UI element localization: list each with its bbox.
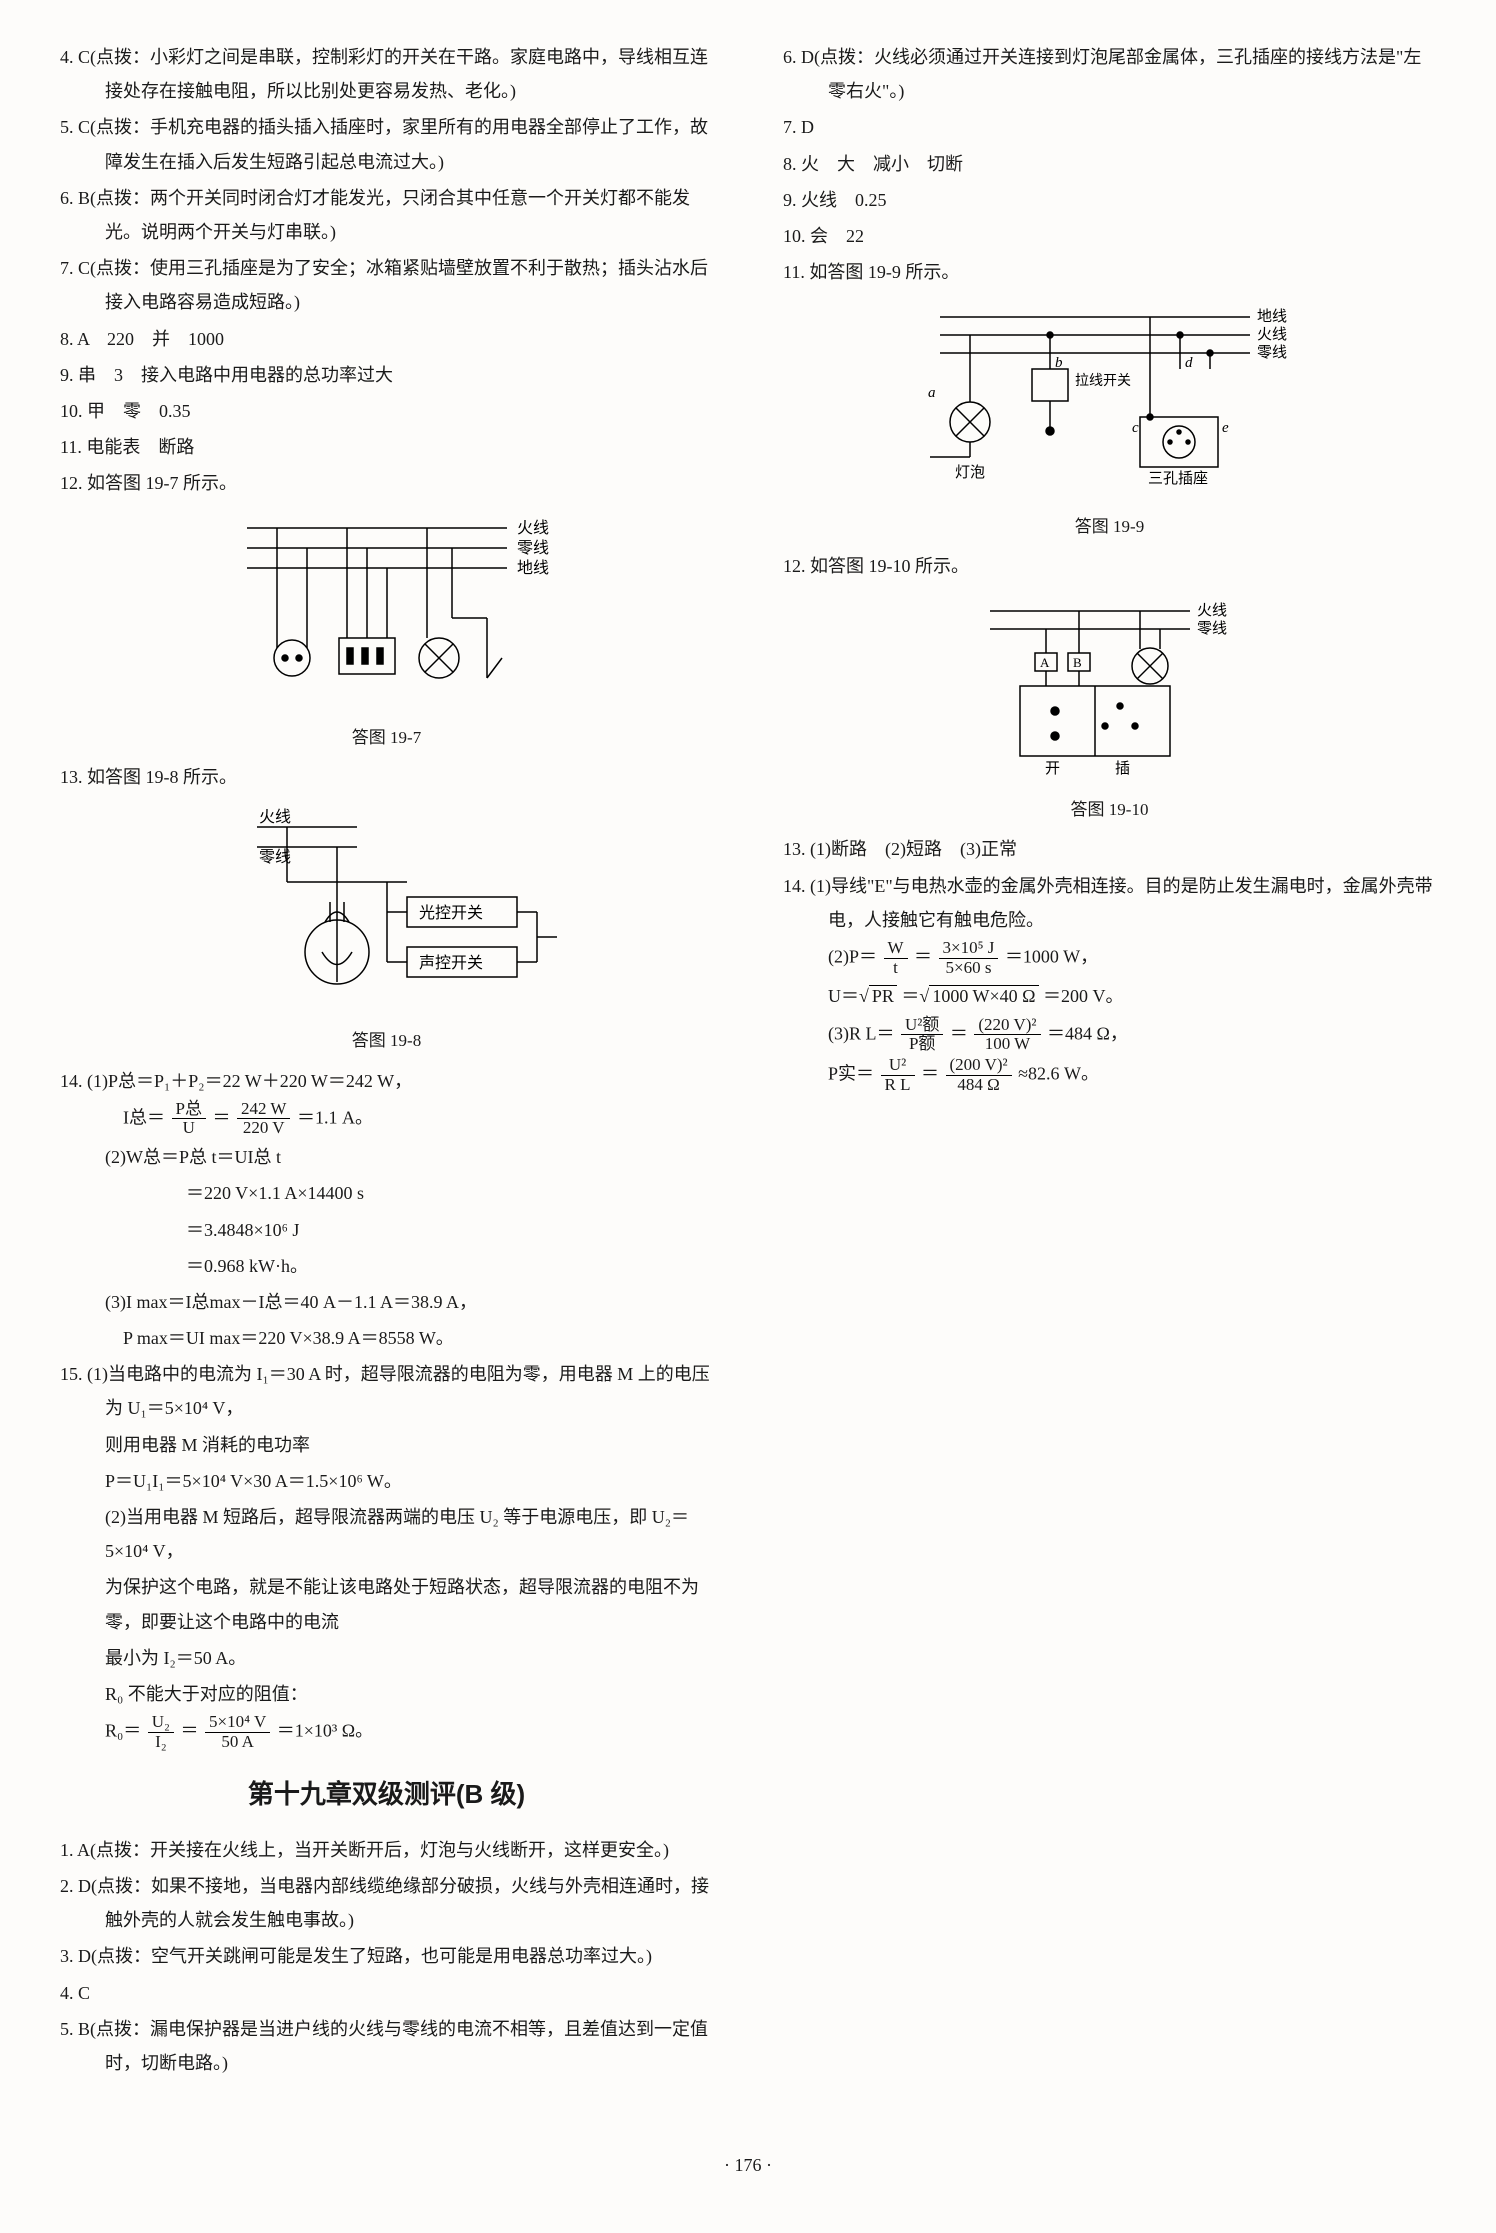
label-live: 火线 [517,519,549,537]
answer-15-r-line2: R₀ 不能大于对应的阻值： [60,1677,713,1711]
label-live: 火线 [1197,602,1227,619]
answer-13: 13. 如答图 19-8 所示。 [60,760,713,794]
label-sound-switch: 声控开关 [419,954,483,972]
answer-14-3-line2: P max＝UI max＝220 V×38.9 A＝8558 W。 [60,1321,713,1355]
answer-14-2-line2: ＝220 V×1.1 A×14400 s [60,1176,713,1210]
figure-19-9: 地线 火线 零线 灯泡 拉线开关 三孔插座 a b c d e 答图 19-9 [783,297,1436,542]
answer-14-1-line2: I总＝ P总U ＝ 242 W220 V ＝1.1 A。 [60,1100,713,1138]
answer-9: 9. 串 3 接入电路中用电器的总功率过大 [60,358,713,392]
label-live: 火线 [1257,326,1287,343]
label-live: 火线 [259,808,291,826]
b-answer-14-1: 14. (1)导线"E"与电热水壶的金属外壳相连接。目的是防止发生漏电时，金属外… [783,869,1436,937]
answer-14-2-line1: (2)W总＝P总 t＝UI总 t [60,1140,713,1174]
label-pull-switch: 拉线开关 [1075,373,1131,389]
figure-19-7: 火线 零线 地线 答图 19-7 [60,508,713,753]
figure-19-9-caption: 答图 19-9 [783,511,1436,543]
figure-19-10: 火线 零线 A B 开 插 答图 19-10 [783,591,1436,826]
page-content: 4. C(点拨：小彩灯之间是串联，控制彩灯的开关在干路。家庭电路中，导线相互连接… [60,40,1436,2130]
b-answer-1: 1. A(点拨：开关接在火线上，当开关断开后，灯泡与火线断开，这样更安全。) [60,1833,713,1867]
answer-5: 5. C(点拨：手机充电器的插头插入插座时，家里所有的用电器全部停止了工作，故障… [60,110,713,178]
figure-19-7-caption: 答图 19-7 [60,722,713,754]
answer-11: 11. 电能表 断路 [60,430,713,464]
answer-12: 12. 如答图 19-7 所示。 [60,466,713,500]
answer-14-3-line1: (3)I max＝I总max－I总＝40 A－1.1 A＝38.9 A， [60,1285,713,1319]
b-answer-2: 2. D(点拨：如果不接地，当电器内部线缆绝缘部分破损，火线与外壳相连通时，接触… [60,1869,713,1937]
label-neutral: 零线 [517,539,549,557]
b-answer-14-3: (3)R L＝ U²额P额 ＝ (220 V)²100 W ＝484 Ω， [783,1016,1436,1054]
label-neutral: 零线 [259,848,291,866]
label-switch: 开 [1045,761,1060,777]
answer-15-1-line1: 15. (1)当电路中的电流为 I₁＝30 A 时，超导限流器的电阻为零，用电器… [60,1357,713,1425]
b-answer-8: 8. 火 大 减小 切断 [783,147,1436,181]
chapter-heading: 第十九章双级测评(B 级) [60,1770,713,1819]
answer-14-1-line1: 14. (1)P总＝P₁＋P₂＝22 W＋220 W＝242 W， [60,1064,713,1098]
b-answer-14-3b: P实＝ U²R L ＝ (200 V)²484 Ω ≈82.6 W。 [783,1056,1436,1094]
b-answer-13: 13. (1)断路 (2)短路 (3)正常 [783,832,1436,866]
label-a: a [928,385,936,401]
label-neutral: 零线 [1257,344,1287,361]
label-d: d [1185,355,1193,371]
label-B: B [1073,655,1082,670]
figure-19-8-caption: 答图 19-8 [60,1025,713,1057]
answer-14-2-line3: ＝3.4848×10⁶ J [60,1213,713,1247]
label-socket: 三孔插座 [1148,470,1208,487]
answer-4: 4. C(点拨：小彩灯之间是串联，控制彩灯的开关在干路。家庭电路中，导线相互连接… [60,40,713,108]
label-socket: 插 [1115,760,1130,777]
label-b: b [1055,355,1063,371]
label-earth: 地线 [1257,308,1287,325]
answer-8: 8. A 220 并 1000 [60,322,713,356]
answer-15-r-line1: 最小为 I₂＝50 A。 [60,1641,713,1675]
answer-10: 10. 甲 零 0.35 [60,394,713,428]
figure-19-8: 火线 零线 光控开关 声控开关 答图 19-8 [60,802,713,1057]
answer-15-1-line2: 则用电器 M 消耗的电功率 [60,1428,713,1462]
answer-6: 6. B(点拨：两个开关同时闭合灯才能发光，只闭合其中任意一个开关灯都不能发光。… [60,181,713,249]
b-answer-5: 5. B(点拨：漏电保护器是当进户线的火线与零线的电流不相等，且差值达到一定值时… [60,2012,713,2080]
answer-14-2-line4: ＝0.968 kW·h。 [60,1249,713,1283]
b-answer-3: 3. D(点拨：空气开关跳闸可能是发生了短路，也可能是用电器总功率过大。) [60,1939,713,1973]
b-answer-4: 4. C [60,1976,713,2010]
b-answer-7: 7. D [783,110,1436,144]
label-neutral: 零线 [1197,620,1227,637]
b-answer-11: 11. 如答图 19-9 所示。 [783,255,1436,289]
b-answer-10: 10. 会 22 [783,219,1436,253]
b-answer-6: 6. D(点拨：火线必须通过开关连接到灯泡尾部金属体，三孔插座的接线方法是"左零… [783,40,1436,108]
answer-15-1-line3: P＝U₁I₁＝5×10⁴ V×30 A＝1.5×10⁶ W。 [60,1464,713,1498]
answer-15-2-line1: (2)当用电器 M 短路后，超导限流器两端的电压 U₂ 等于电源电压，即 U₂＝… [60,1500,713,1568]
b-answer-14-2b: U＝PR ＝1000 W×40 Ω ＝200 V。 [783,979,1436,1013]
figure-19-10-caption: 答图 19-10 [783,794,1436,826]
page-number: · 176 · [60,2148,1436,2182]
label-bulb: 灯泡 [955,464,985,481]
answer-15-2-line2: 为保护这个电路，就是不能让该电路处于短路状态，超导限流器的电阻不为零，即要让这个… [60,1570,713,1638]
label-A: A [1040,655,1050,670]
label-c: c [1132,420,1139,436]
label-light-switch: 光控开关 [419,904,483,922]
b-answer-14-2: (2)P＝ Wt ＝ 3×10⁵ J5×60 s ＝1000 W， [783,939,1436,977]
answer-15-r-line3: R₀＝ U₂I₂ ＝ 5×10⁴ V50 A ＝1×10³ Ω。 [60,1713,713,1751]
answer-7: 7. C(点拨：使用三孔插座是为了安全；冰箱紧贴墙壁放置不利于散热；插头沾水后接… [60,251,713,319]
b-answer-9: 9. 火线 0.25 [783,183,1436,217]
b-answer-12: 12. 如答图 19-10 所示。 [783,549,1436,583]
label-earth: 地线 [517,559,549,577]
label-e: e [1222,420,1229,436]
